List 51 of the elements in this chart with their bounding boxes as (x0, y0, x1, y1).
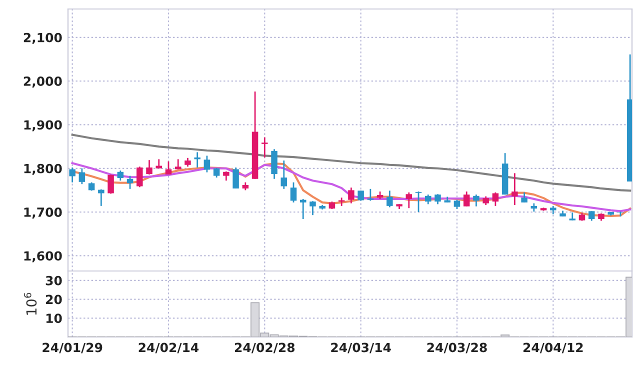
candlestick (463, 190, 470, 208)
candlestick (213, 167, 220, 178)
candlestick (69, 166, 76, 184)
candlestick (290, 182, 297, 204)
candlestick (232, 166, 239, 190)
x-tick-label: 24/02/28 (234, 342, 295, 354)
y-tick-label: 1,800 (24, 164, 62, 175)
candlestick (434, 193, 441, 205)
candlestick (415, 190, 422, 213)
x-tick-label: 24/01/29 (42, 342, 102, 354)
candlestick (280, 160, 288, 190)
y-tick-label: 10 (46, 314, 62, 324)
y-tick-label: 1,900 (24, 120, 62, 132)
y-tick-label: 2,000 (24, 76, 62, 88)
candlestick (165, 160, 172, 176)
candlestick (367, 188, 374, 202)
candlestick (271, 148, 278, 180)
y-tick-label: 1,600 (24, 251, 62, 262)
candlestick (262, 136, 268, 158)
candlestick (300, 198, 306, 220)
candlestick (454, 199, 460, 210)
x-tick-label: 24/02/14 (138, 342, 199, 354)
candlestick (204, 155, 210, 174)
candlestick (310, 200, 316, 216)
candlestick (78, 168, 86, 185)
candlestick (348, 186, 354, 204)
candlestick (521, 192, 528, 204)
candlestick (117, 170, 124, 182)
candlestick (406, 192, 412, 209)
y-axis-title: 10$^{6}$ (24, 292, 37, 315)
x-tick-label: 24/03/28 (427, 342, 487, 354)
candlestick (473, 194, 480, 208)
x-tick-label: 24/03/14 (331, 342, 391, 354)
candlestick (588, 210, 595, 222)
candlestick (136, 166, 143, 188)
candlestick (512, 172, 518, 206)
line-series (71, 134, 632, 192)
y-tick-label: 1,700 (24, 208, 62, 219)
y-tick-label: 2,100 (24, 32, 62, 44)
x-tick-label: 24/04/12 (523, 342, 583, 354)
candlestick (386, 190, 393, 208)
candlestick (223, 170, 230, 182)
candlestick (108, 174, 114, 194)
y-tick-label: 20 (46, 294, 62, 304)
candlestick (156, 158, 162, 170)
candlestick (492, 192, 499, 207)
candlestick (425, 194, 432, 205)
candlestick (146, 159, 152, 176)
candlestick (98, 188, 104, 207)
candlestick (174, 158, 182, 170)
y-tick-label: 30 (46, 276, 62, 286)
